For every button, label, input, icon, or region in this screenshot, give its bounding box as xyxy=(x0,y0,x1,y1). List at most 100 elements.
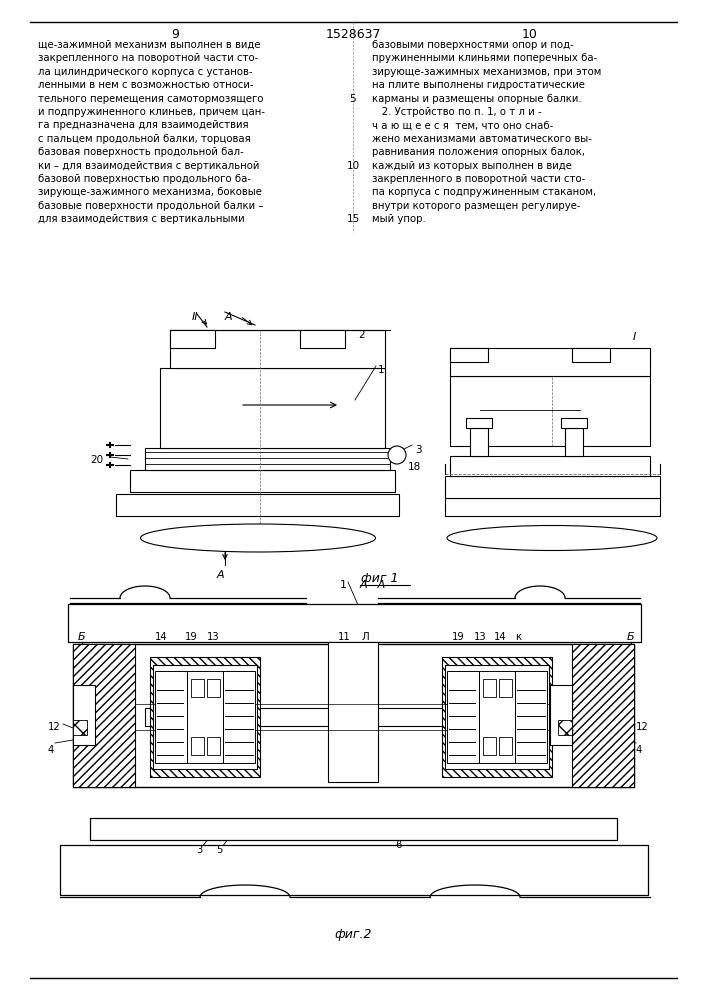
Text: 13: 13 xyxy=(207,632,220,642)
Text: 20: 20 xyxy=(90,455,103,465)
Text: 1528637: 1528637 xyxy=(325,28,381,41)
Text: 5: 5 xyxy=(216,845,223,855)
Bar xyxy=(153,665,257,769)
Bar xyxy=(483,737,496,755)
Bar xyxy=(116,494,399,516)
Text: 14: 14 xyxy=(494,632,507,642)
Text: базовые поверхности продольной балки –: базовые поверхности продольной балки – xyxy=(38,201,264,211)
Text: каждый из которых выполнен в виде: каждый из которых выполнен в виде xyxy=(372,161,572,171)
Text: внутри которого размещен регулируе-: внутри которого размещен регулируе- xyxy=(372,201,580,211)
Bar xyxy=(170,330,215,348)
Bar xyxy=(442,657,552,777)
Text: ще-зажимной механизм выполнен в виде: ще-зажимной механизм выполнен в виде xyxy=(38,40,260,50)
Bar xyxy=(73,644,634,787)
Text: ки – для взаимодействия с вертикальной: ки – для взаимодействия с вертикальной xyxy=(38,161,259,171)
Text: базовая поверхность продольной бал-: базовая поверхность продольной бал- xyxy=(38,147,244,157)
Text: 1: 1 xyxy=(378,365,385,375)
Text: зирующе-зажимных механизмов, при этом: зирующе-зажимных механизмов, при этом xyxy=(372,67,602,77)
Bar xyxy=(572,348,610,362)
Bar xyxy=(170,330,385,368)
Text: жено механизмами автоматического вы-: жено механизмами автоматического вы- xyxy=(372,134,592,144)
Bar xyxy=(515,671,547,763)
Text: фиг 1: фиг 1 xyxy=(361,572,399,585)
Bar xyxy=(450,376,650,446)
Text: на плите выполнены гидростатические: на плите выполнены гидростатические xyxy=(372,80,585,90)
Text: Б: Б xyxy=(78,632,86,642)
Bar xyxy=(445,476,660,498)
Text: I: I xyxy=(633,332,636,342)
Text: и подпружиненного клиньев, причем цан-: и подпружиненного клиньев, причем цан- xyxy=(38,107,265,117)
Text: к: к xyxy=(515,632,521,642)
Text: фиг.2: фиг.2 xyxy=(334,928,372,941)
Text: 15: 15 xyxy=(346,214,360,224)
Bar xyxy=(499,737,512,755)
Text: A: A xyxy=(216,570,224,580)
Text: закрепленного в поворотной части сто-: закрепленного в поворотной части сто- xyxy=(372,174,585,184)
Bar xyxy=(483,679,496,697)
Bar xyxy=(60,845,648,895)
Bar xyxy=(572,644,634,787)
Bar xyxy=(68,604,641,642)
Text: 19: 19 xyxy=(452,632,464,642)
Text: II: II xyxy=(192,312,199,322)
Bar xyxy=(450,456,650,476)
Bar xyxy=(328,642,378,782)
Text: 12: 12 xyxy=(636,722,649,732)
Bar xyxy=(207,679,220,697)
Text: ч а ю щ е е с я  тем, что оно снаб-: ч а ю щ е е с я тем, что оно снаб- xyxy=(372,120,554,130)
Text: 4: 4 xyxy=(636,745,642,755)
Text: пружиненными клиньями поперечных ба-: пружиненными клиньями поперечных ба- xyxy=(372,53,597,63)
Text: для взаимодействия с вертикальными: для взаимодействия с вертикальными xyxy=(38,214,245,224)
Text: 13: 13 xyxy=(474,632,486,642)
Text: ленными в нем с возможностью относи-: ленными в нем с возможностью относи- xyxy=(38,80,254,90)
Text: равнивания положения опорных балок,: равнивания положения опорных балок, xyxy=(372,147,585,157)
Text: 1: 1 xyxy=(340,580,347,590)
Text: базовой поверхностью продольного ба-: базовой поверхностью продольного ба- xyxy=(38,174,251,184)
Bar xyxy=(550,685,572,745)
Text: Л: Л xyxy=(362,632,370,642)
Text: зирующе-зажимного механизма, боковые: зирующе-зажимного механизма, боковые xyxy=(38,187,262,197)
Text: ла цилиндрического корпуса с установ-: ла цилиндрического корпуса с установ- xyxy=(38,67,252,77)
Text: 3: 3 xyxy=(415,445,421,455)
Text: 5: 5 xyxy=(350,94,356,104)
Text: 9: 9 xyxy=(171,28,179,41)
Text: карманы и размещены опорные балки.: карманы и размещены опорные балки. xyxy=(372,94,582,104)
Text: 3: 3 xyxy=(196,845,202,855)
Circle shape xyxy=(388,446,406,464)
Text: 10: 10 xyxy=(522,28,538,41)
Text: 12: 12 xyxy=(48,722,61,732)
Bar xyxy=(145,448,390,470)
Bar xyxy=(191,737,204,755)
Bar xyxy=(479,671,515,763)
Text: па корпуса с подпружиненным стаканом,: па корпуса с подпружиненным стаканом, xyxy=(372,187,596,197)
Bar xyxy=(191,679,204,697)
Ellipse shape xyxy=(447,526,657,550)
Text: Б: Б xyxy=(627,632,635,642)
Text: закрепленного на поворотной части сто-: закрепленного на поворотной части сто- xyxy=(38,53,258,63)
Bar xyxy=(73,644,135,787)
Text: A - A: A - A xyxy=(360,580,386,590)
Bar xyxy=(445,665,549,769)
Bar xyxy=(73,685,95,745)
Bar xyxy=(470,428,488,456)
Text: 18: 18 xyxy=(408,462,421,472)
Text: 14: 14 xyxy=(155,632,168,642)
Bar xyxy=(447,671,479,763)
Text: тельного перемещения самотормозящего: тельного перемещения самотормозящего xyxy=(38,94,264,104)
Text: 19: 19 xyxy=(185,632,198,642)
Text: 2. Устройство по п. 1, о т л и -: 2. Устройство по п. 1, о т л и - xyxy=(372,107,542,117)
Text: 10: 10 xyxy=(346,161,360,171)
Text: мый упор.: мый упор. xyxy=(372,214,426,224)
Bar xyxy=(160,368,385,448)
Bar xyxy=(300,330,345,348)
Bar xyxy=(450,348,650,376)
Bar xyxy=(466,418,492,428)
Bar xyxy=(223,671,255,763)
Bar xyxy=(130,470,395,492)
Bar xyxy=(499,679,512,697)
Text: 4: 4 xyxy=(48,745,54,755)
Bar xyxy=(450,348,488,362)
Bar xyxy=(155,671,187,763)
Text: 11: 11 xyxy=(338,632,351,642)
Bar xyxy=(445,498,660,516)
